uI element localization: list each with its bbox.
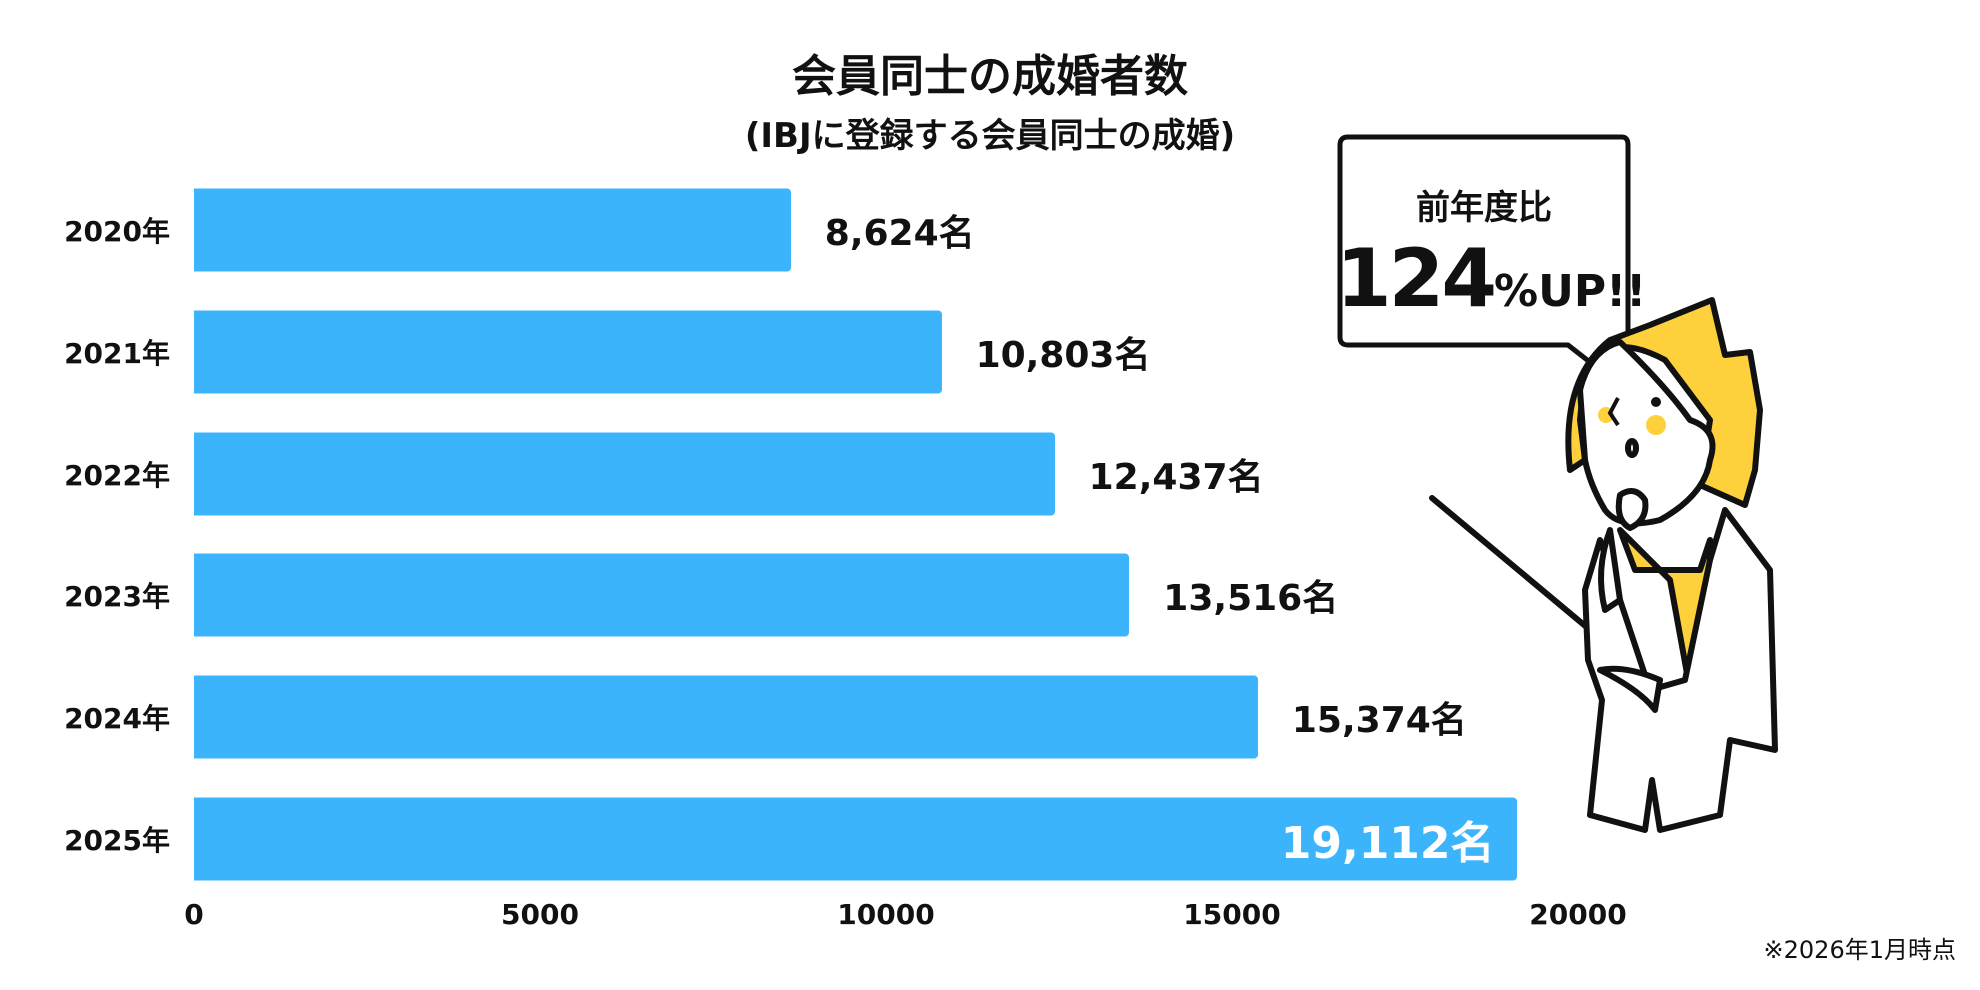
presenter-illustration — [1429, 297, 1778, 833]
x-tick-label: 10000 — [837, 898, 935, 931]
data-label: 19,112名 — [1280, 818, 1495, 869]
category-label: 2023年 — [64, 580, 170, 613]
chart-title: 会員同士の成婚者数 — [792, 51, 1188, 102]
data-label: 8,624名 — [824, 213, 975, 254]
footnote: ※2026年1月時点 — [1763, 936, 1956, 964]
category-label: 2022年 — [64, 459, 170, 492]
callout-number: 124 — [1336, 232, 1497, 325]
category-label: 2025年 — [64, 824, 170, 857]
x-tick-label: 20000 — [1529, 898, 1627, 931]
data-label: 15,374名 — [1291, 700, 1467, 741]
bar — [194, 432, 1055, 516]
category-label: 2021年 — [64, 337, 170, 370]
chart-subtitle: (IBJに登録する会員同士の成婚) — [744, 116, 1236, 156]
bar — [194, 553, 1130, 637]
bar — [194, 188, 791, 272]
bar — [194, 797, 1517, 881]
bar — [194, 310, 942, 394]
callout-value: 124%UP!! — [1336, 232, 1646, 325]
data-label: 12,437名 — [1088, 457, 1264, 498]
callout-label: 前年度比 — [1416, 188, 1552, 228]
x-tick-label: 5000 — [501, 898, 579, 931]
callout-suffix: %UP!! — [1494, 266, 1647, 317]
x-tick-label: 0 — [184, 898, 204, 931]
x-tick-label: 15000 — [1183, 898, 1281, 931]
data-label: 10,803名 — [975, 335, 1151, 376]
data-label: 13,516名 — [1163, 578, 1339, 619]
category-label: 2020年 — [64, 215, 170, 248]
category-label: 2024年 — [64, 702, 170, 735]
bar — [194, 675, 1258, 759]
